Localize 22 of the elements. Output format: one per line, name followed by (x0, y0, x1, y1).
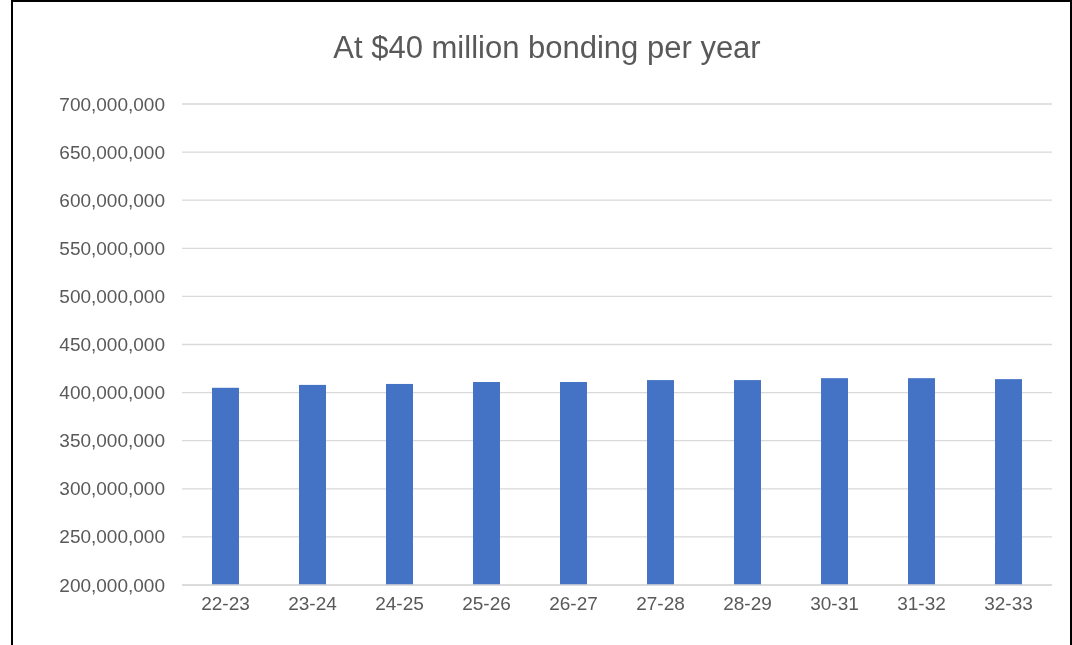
x-tick-label: 28-29 (723, 592, 772, 614)
y-tick-label: 350,000,000 (59, 430, 165, 452)
y-tick-label: 700,000,000 (59, 93, 165, 115)
x-tick-label: 25-26 (462, 592, 511, 614)
y-tick-label: 450,000,000 (59, 334, 165, 356)
chart-title: At $40 million bonding per year (333, 30, 761, 65)
x-tick-label: 24-25 (375, 592, 424, 614)
y-tick-label: 400,000,000 (59, 382, 165, 404)
y-tick-label: 600,000,000 (59, 189, 165, 211)
x-tick-label: 22-23 (201, 592, 250, 614)
x-tick-label: 30-31 (810, 592, 859, 614)
y-tick-label: 500,000,000 (59, 285, 165, 307)
y-tick-label: 200,000,000 (59, 574, 165, 596)
y-tick-label: 550,000,000 (59, 237, 165, 259)
y-tick-label: 250,000,000 (59, 526, 165, 548)
x-tick-label: 26-27 (549, 592, 598, 614)
x-tick-label: 32-33 (984, 592, 1033, 614)
x-tick-label: 23-24 (288, 592, 338, 614)
x-tick-label: 27-28 (636, 592, 685, 614)
x-tick-label: 31-32 (897, 592, 946, 614)
y-tick-label: 650,000,000 (59, 141, 165, 163)
y-tick-label: 300,000,000 (59, 478, 165, 500)
